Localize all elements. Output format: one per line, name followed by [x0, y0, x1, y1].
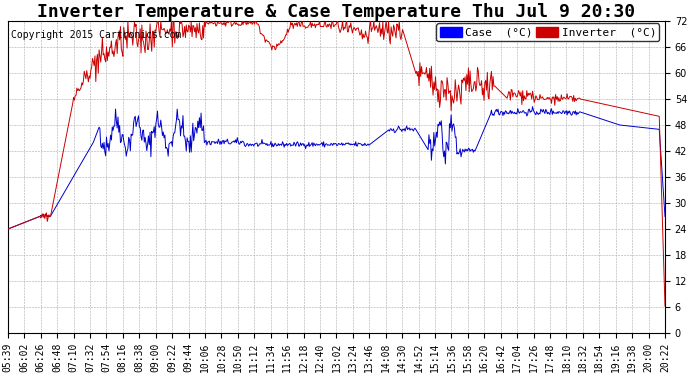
- Text: Copyright 2015 Cartronics.com: Copyright 2015 Cartronics.com: [11, 30, 181, 40]
- Legend: Case  (°C), Inverter  (°C): Case (°C), Inverter (°C): [436, 23, 660, 41]
- Title: Inverter Temperature & Case Temperature Thu Jul 9 20:30: Inverter Temperature & Case Temperature …: [37, 3, 635, 21]
